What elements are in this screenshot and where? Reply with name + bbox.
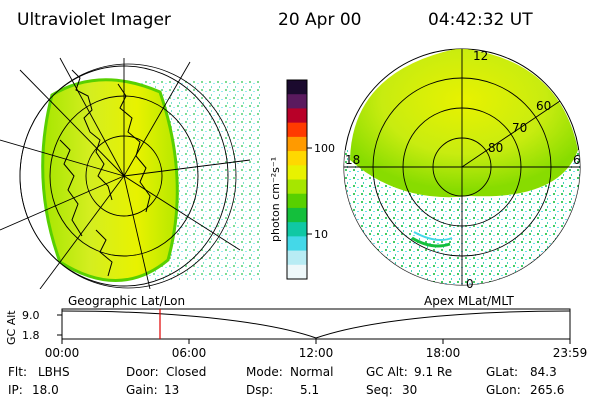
intensity-colorbar: 100 10 photon cm⁻²s⁻¹	[269, 79, 335, 280]
mlat-label-60: 60	[536, 99, 551, 113]
gain-value: 13	[164, 383, 179, 397]
altitude-tick-high: 9.0	[22, 309, 40, 322]
colorbar-cell	[287, 222, 307, 237]
colorbar-cell	[287, 165, 307, 181]
colorbar-cell	[287, 250, 307, 266]
altitude-curve	[61, 310, 571, 339]
mlt-label-6: 6	[573, 153, 581, 167]
lat-lon-grid	[0, 57, 251, 289]
mlt-label-12: 12	[473, 49, 488, 63]
colorbar-cell	[287, 80, 307, 95]
geographic-panel-label: Geographic Lat/Lon	[68, 294, 185, 308]
colorbar-cell	[287, 136, 307, 152]
seq-label: Seq:	[366, 383, 393, 397]
colorbar-cell	[287, 122, 307, 138]
glon-value: 265.6	[530, 383, 564, 397]
seq-value: 30	[402, 383, 417, 397]
colorbar-cell	[287, 179, 307, 195]
gc-alt-value: 9.1 Re	[414, 365, 452, 379]
mode-label: Mode:	[246, 365, 283, 379]
parameter-footer: Flt: LBHS Door: Closed Mode: Normal GC A…	[8, 365, 564, 397]
altitude-plot: 9.0 1.8 GC Alt 00:00 06:00 12:00 18:00 2…	[5, 308, 588, 360]
colorbar-tick-100: 100	[314, 142, 335, 155]
instrument-title: Ultraviolet Imager	[17, 10, 171, 30]
door-value: Closed	[166, 365, 206, 379]
apex-panel-label: Apex MLat/MLT	[424, 294, 514, 308]
mlat-mlt-image: 12 18 6 0 60 70 80	[343, 48, 581, 291]
altitude-tick-low: 1.8	[22, 329, 40, 342]
colorbar-unit-label: photon cm⁻²s⁻¹	[269, 157, 282, 242]
time-tick-1800: 18:00	[426, 346, 461, 360]
mlt-label-0: 0	[466, 277, 474, 291]
time-tick-0600: 06:00	[172, 346, 207, 360]
image-time: 04:42:32 UT	[428, 10, 533, 30]
ip-label: IP:	[8, 383, 23, 397]
filter-label: Flt:	[8, 365, 27, 379]
colorbar-cell	[287, 236, 307, 252]
mlat-label-80: 80	[488, 141, 503, 155]
time-tick-2359: 23:59	[553, 346, 588, 360]
gc-alt-label: GC Alt:	[366, 365, 408, 379]
colorbar-cell	[287, 207, 307, 223]
mlat-label-70: 70	[512, 121, 527, 135]
colorbar-cell	[287, 94, 307, 110]
glat-label: GLat:	[486, 365, 518, 379]
gain-label: Gain:	[126, 383, 158, 397]
geographic-image	[0, 57, 260, 289]
altitude-axis-title: GC Alt	[5, 310, 18, 345]
glat-value: 84.3	[530, 365, 557, 379]
colorbar-tick-10: 10	[314, 228, 328, 241]
glon-label: GLon:	[486, 383, 521, 397]
filter-value: LBHS	[38, 365, 70, 379]
time-tick-1200: 12:00	[299, 346, 334, 360]
colorbar-cell	[287, 108, 307, 124]
dsp-label: Dsp:	[246, 383, 273, 397]
door-label: Door:	[126, 365, 159, 379]
ip-value: 18.0	[32, 383, 59, 397]
colorbar-cell	[287, 193, 307, 209]
polar-grid	[344, 49, 580, 285]
mode-value: Normal	[290, 365, 333, 379]
dsp-value: 5.1	[300, 383, 319, 397]
image-date: 20 Apr 00	[278, 10, 361, 30]
colorbar-cell	[287, 151, 307, 166]
colorbar-cell	[287, 264, 307, 280]
time-tick-0000: 00:00	[45, 346, 80, 360]
mlt-label-18: 18	[345, 153, 360, 167]
